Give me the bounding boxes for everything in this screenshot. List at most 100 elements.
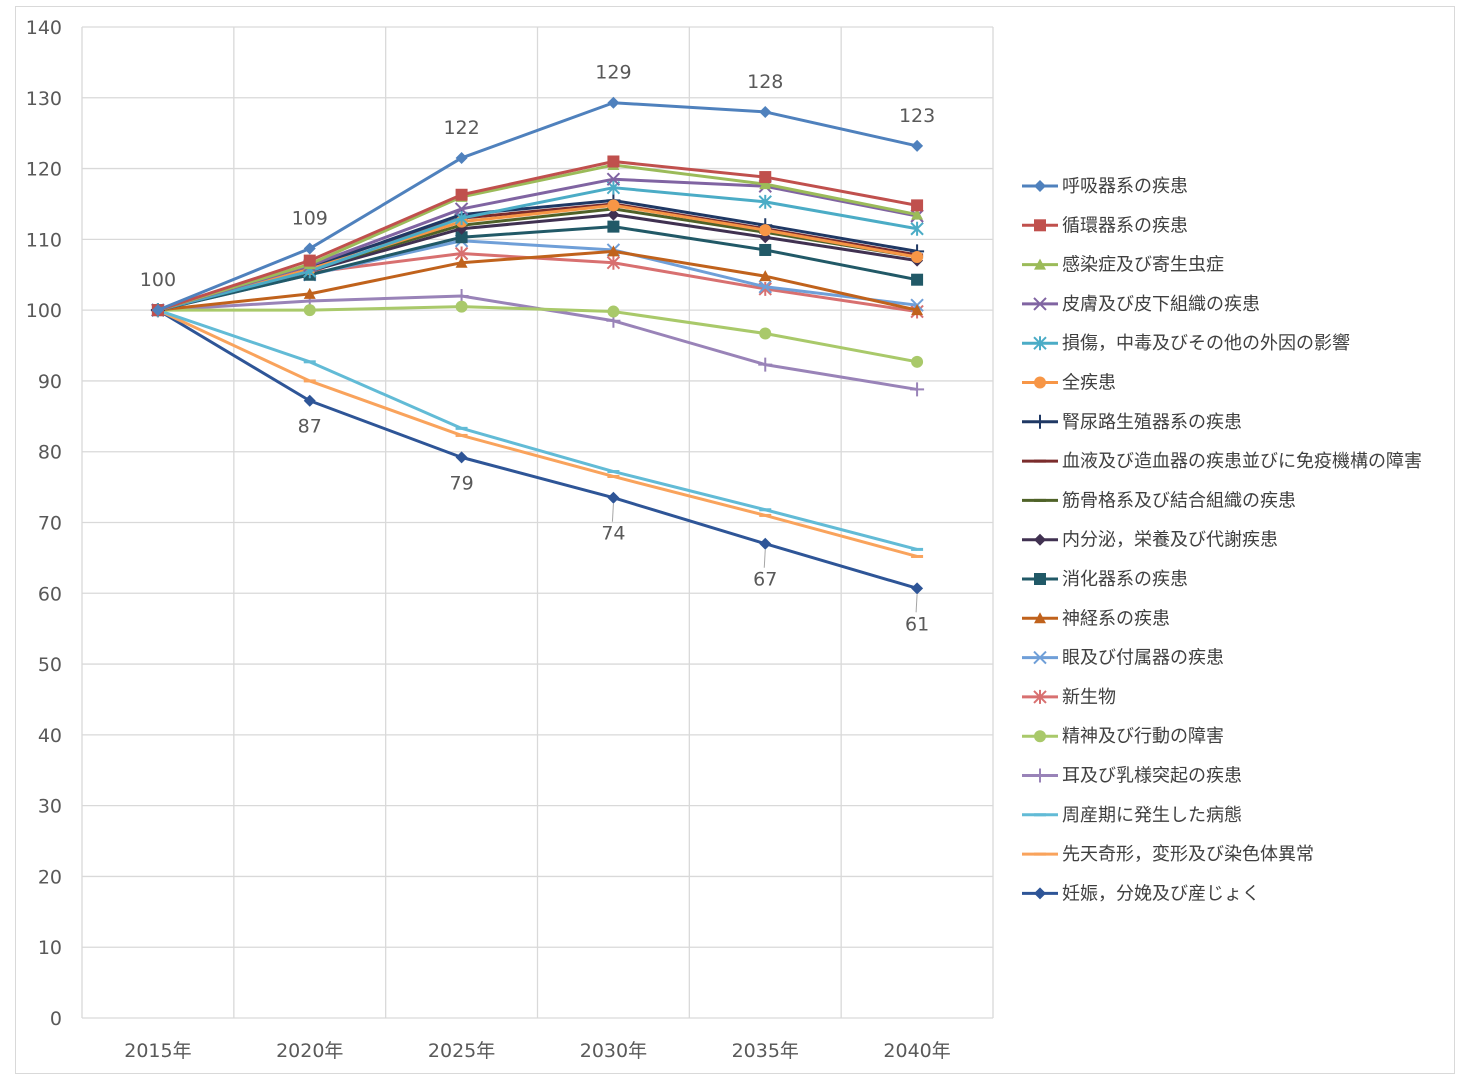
legend-marker xyxy=(1033,297,1047,311)
series-line xyxy=(157,186,918,312)
legend-label: 神経系の疾患 xyxy=(1062,608,1170,629)
legend-label: 妊娠，分娩及び産じょく xyxy=(1062,883,1260,904)
y-tick-label: 40 xyxy=(38,725,62,747)
series-line xyxy=(157,249,918,312)
legend-item-2: 循環器系の疾患 xyxy=(1022,215,1188,236)
x-tick-label: 2035年 xyxy=(732,1040,799,1062)
legend-label: 消化器系の疾患 xyxy=(1062,569,1188,590)
legend-item-5: 損傷，中毒及びその他の外因の影響 xyxy=(1022,333,1350,354)
data-point xyxy=(911,251,924,264)
data-point xyxy=(303,287,316,299)
legend-item-14: 新生物 xyxy=(1022,687,1116,708)
legend-label: 循環器系の疾患 xyxy=(1062,215,1188,236)
data-point xyxy=(303,254,316,267)
legend-label: 内分泌，栄養及び代謝疾患 xyxy=(1062,530,1278,551)
data-point xyxy=(911,582,924,595)
legend-item-10: 内分泌，栄養及び代謝疾患 xyxy=(1022,530,1278,551)
legend-marker xyxy=(1033,768,1047,783)
y-tick-label: 110 xyxy=(26,229,62,251)
data-point xyxy=(455,300,468,313)
legend-label: 全疾患 xyxy=(1062,373,1116,394)
legend-item-17: 周産期に発生した病態 xyxy=(1022,805,1242,826)
legend-marker xyxy=(1034,180,1046,192)
y-tick-label: 20 xyxy=(38,866,62,888)
y-tick-label: 80 xyxy=(38,442,62,464)
legend-marker xyxy=(1033,689,1047,704)
data-point xyxy=(151,304,164,317)
legend-marker xyxy=(1034,573,1046,585)
series-line xyxy=(157,308,918,590)
data-point xyxy=(759,327,772,340)
x-tick-label: 2025年 xyxy=(428,1040,495,1062)
legend-item-7: 腎尿路生殖器系の疾患 xyxy=(1022,411,1242,433)
data-point xyxy=(758,280,772,294)
data-label: 128 xyxy=(747,71,783,93)
legend-marker xyxy=(1033,336,1047,351)
data-point xyxy=(303,394,316,407)
data-point xyxy=(455,188,468,201)
series-1 xyxy=(151,96,924,317)
data-label: 100 xyxy=(140,269,176,291)
legend: 呼吸器系の疾患循環器系の疾患感染症及び寄生虫症皮膚及び皮下組織の疾患損傷，中毒及… xyxy=(1022,176,1422,904)
legend-marker xyxy=(1034,376,1046,389)
data-point xyxy=(759,171,772,184)
legend-item-13: 眼及び付属器の疾患 xyxy=(1022,648,1224,669)
data-point xyxy=(607,491,620,504)
y-tick-label: 140 xyxy=(26,17,62,39)
x-tick-label: 2030年 xyxy=(580,1040,647,1062)
series-line xyxy=(157,159,918,312)
series-line xyxy=(157,308,918,551)
x-tick-label: 2040年 xyxy=(883,1040,950,1062)
legend-label: 精神及び行動の障害 xyxy=(1062,726,1224,747)
data-point xyxy=(759,537,772,550)
legend-marker xyxy=(1034,887,1046,900)
data-point xyxy=(759,243,772,256)
legend-label: 感染症及び寄生虫症 xyxy=(1062,255,1224,276)
data-point xyxy=(759,105,772,118)
leader-line xyxy=(611,503,614,522)
data-point xyxy=(607,96,620,109)
legend-label: 血液及び造血器の疾患並びに免疫機構の障害 xyxy=(1062,451,1422,472)
data-point xyxy=(607,155,620,168)
data-point xyxy=(454,202,469,216)
series-line xyxy=(157,163,918,312)
legend-label: 筋骨格系及び結合組織の疾患 xyxy=(1062,490,1296,511)
x-tick-label: 2015年 xyxy=(124,1040,191,1062)
legend-label: 周産期に発生した病態 xyxy=(1062,805,1242,826)
data-label: 87 xyxy=(298,416,322,438)
legend-label: 皮膚及び皮下組織の疾患 xyxy=(1062,294,1260,315)
data-point xyxy=(758,194,772,209)
data-label: 123 xyxy=(899,105,935,127)
data-label: 67 xyxy=(753,569,777,591)
leader-line xyxy=(763,549,766,568)
legend-label: 先天奇形，変形及び染色体異常 xyxy=(1062,844,1314,865)
data-point xyxy=(607,208,620,221)
data-point xyxy=(910,221,924,236)
data-label: 122 xyxy=(443,117,479,139)
series-line xyxy=(157,203,918,312)
data-point xyxy=(455,451,468,464)
data-point xyxy=(911,139,924,152)
legend-item-8: 血液及び造血器の疾患並びに免疫機構の障害 xyxy=(1022,451,1422,472)
series-line xyxy=(157,308,918,558)
legend-item-3: 感染症及び寄生虫症 xyxy=(1022,255,1224,276)
x-tick-label: 2020年 xyxy=(276,1040,343,1062)
axis-labels: 0 10 20 30 40 50 60 70 80 90 100 110 120 130 140 2015年 2… xyxy=(26,17,951,1062)
legend-item-19: 妊娠，分娩及び産じょく xyxy=(1022,883,1260,904)
data-point xyxy=(303,242,316,255)
legend-item-18: 先天奇形，変形及び染色体異常 xyxy=(1022,844,1314,865)
legend-label: 呼吸器系の疾患 xyxy=(1062,176,1188,197)
y-tick-label: 130 xyxy=(26,88,62,110)
grid-layer xyxy=(81,26,994,1019)
legend-marker xyxy=(1034,612,1046,624)
data-point xyxy=(758,357,773,372)
data-point xyxy=(911,273,924,286)
data-point xyxy=(911,304,924,316)
series-layer xyxy=(150,96,925,595)
legend-label: 耳及び乳様突起の疾患 xyxy=(1062,766,1242,787)
series-line xyxy=(157,101,918,312)
data-point xyxy=(759,270,772,282)
legend-marker xyxy=(1033,650,1047,665)
data-point xyxy=(455,231,468,244)
